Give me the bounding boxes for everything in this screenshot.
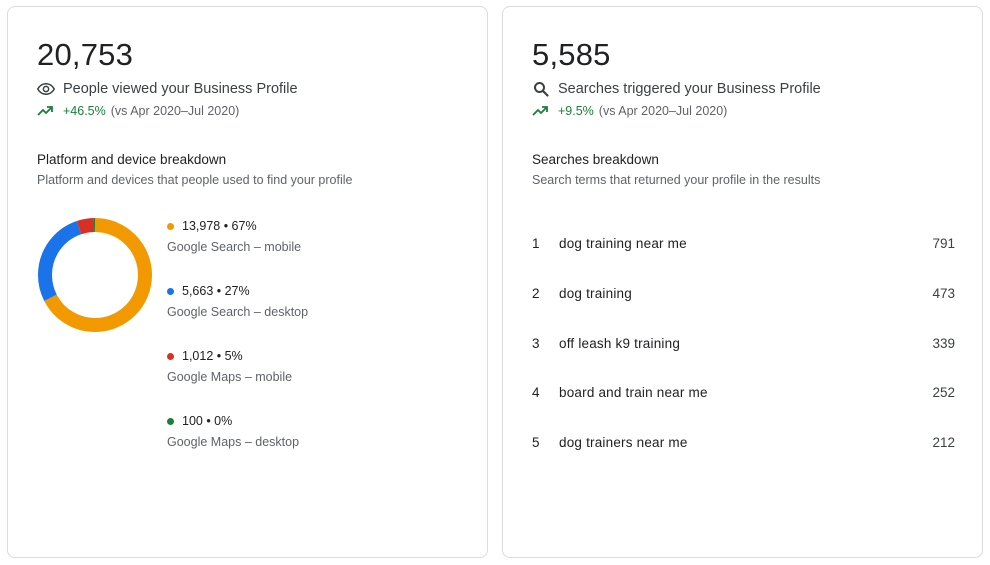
search-term-text: dog training near me: [559, 235, 687, 251]
search-term-row: 4 board and train near me 252: [532, 382, 955, 402]
search-term-count: 339: [932, 335, 955, 351]
search-term-rank: 4: [532, 384, 540, 400]
searches-metric: Searches triggered your Business Profile: [532, 80, 821, 98]
trending-up-icon: [532, 104, 550, 118]
search-term-row: 2 dog training 473: [532, 283, 955, 303]
eye-icon: [37, 80, 55, 98]
legend-item: 1,012 • 5% Google Maps – mobile: [167, 349, 367, 384]
legend-dot: [167, 352, 174, 360]
searches-breakdown-title: Searches breakdown: [532, 152, 659, 167]
search-icon: [532, 80, 550, 98]
legend-stat: 13,978 • 67%: [182, 219, 257, 233]
search-term-row: 3 off leash k9 training 339: [532, 333, 955, 353]
legend-label: Google Search – mobile: [167, 240, 302, 254]
legend-label: Google Maps – desktop: [167, 435, 300, 449]
search-term-count: 473: [932, 285, 955, 301]
donut-slice-1: [38, 218, 152, 332]
legend-dot: [167, 287, 174, 295]
trending-up-icon: [37, 104, 55, 118]
search-term-text: dog training: [559, 285, 632, 301]
search-term-rank: 3: [532, 335, 540, 351]
searches-total: 5,585: [532, 37, 611, 72]
search-term-row: 5 dog trainers near me 212: [532, 432, 955, 452]
platform-donut-chart: [38, 218, 152, 332]
search-term-rank: 2: [532, 285, 540, 301]
searches-metric-label: Searches triggered your Business Profile: [558, 81, 821, 97]
legend-label: Google Search – desktop: [167, 305, 309, 319]
search-term-rank: 5: [532, 434, 540, 450]
search-term-text: dog trainers near me: [559, 434, 688, 450]
search-term-count: 791: [932, 235, 955, 251]
views-metric-label: People viewed your Business Profile: [63, 81, 298, 97]
search-term-text: board and train near me: [559, 384, 708, 400]
searches-trend-compare: (vs Apr 2020–Jul 2020): [598, 104, 728, 118]
searches-trend: +9.5% (vs Apr 2020–Jul 2020): [532, 104, 727, 118]
legend-item: 100 • 0% Google Maps – desktop: [167, 414, 367, 449]
legend-dot: [167, 417, 174, 425]
platform-breakdown-subtitle: Platform and devices that people used to…: [37, 173, 353, 187]
views-metric: People viewed your Business Profile: [37, 80, 298, 98]
legend-label: Google Maps – mobile: [167, 370, 293, 384]
searches-card: 5,585 Searches triggered your Business P…: [502, 6, 983, 558]
legend-stat: 5,663 • 27%: [182, 284, 250, 298]
search-term-rank: 1: [532, 235, 540, 251]
legend-dot: [167, 222, 174, 230]
views-trend: +46.5% (vs Apr 2020–Jul 2020): [37, 104, 239, 118]
search-term-count: 252: [932, 384, 955, 400]
legend-item: 5,663 • 27% Google Search – desktop: [167, 284, 367, 319]
platform-breakdown-title: Platform and device breakdown: [37, 152, 227, 167]
views-total: 20,753: [37, 37, 134, 72]
searches-trend-change: +9.5%: [558, 104, 594, 118]
views-card: 20,753 People viewed your Business Profi…: [7, 6, 488, 558]
legend-stat: 100 • 0%: [182, 414, 233, 428]
search-term-text: off leash k9 training: [559, 335, 681, 351]
legend-stat: 1,012 • 5%: [182, 349, 243, 363]
searches-breakdown-subtitle: Search terms that returned your profile …: [532, 173, 821, 187]
views-trend-compare: (vs Apr 2020–Jul 2020): [110, 104, 240, 118]
search-term-row: 1 dog training near me 791: [532, 233, 955, 253]
search-term-count: 212: [932, 434, 955, 450]
donut-slice-3: [38, 218, 152, 332]
views-trend-change: +46.5%: [63, 104, 106, 118]
legend-item: 13,978 • 67% Google Search – mobile: [167, 219, 367, 254]
